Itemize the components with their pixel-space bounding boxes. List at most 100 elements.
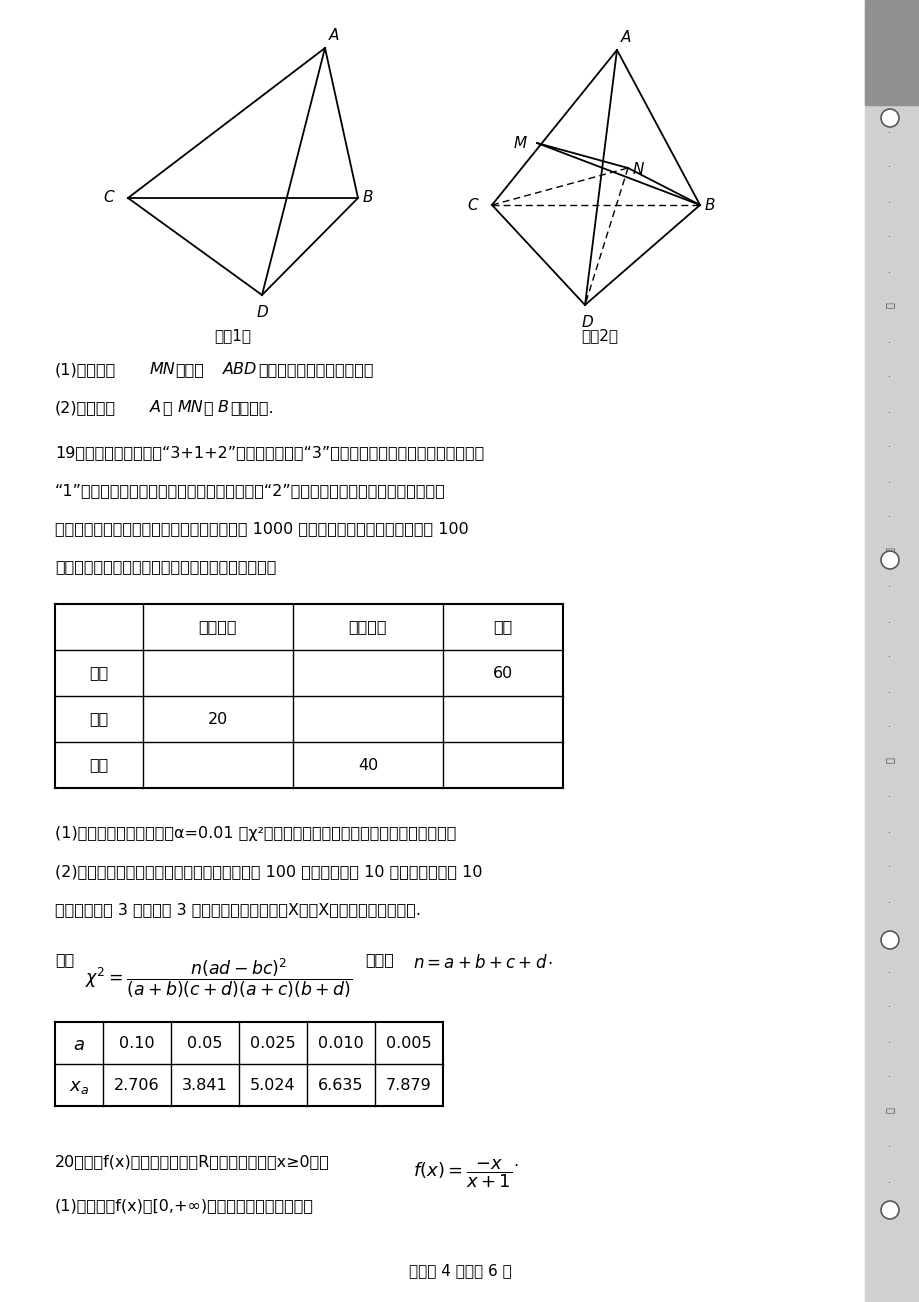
Circle shape (880, 551, 898, 569)
Text: 0.005: 0.005 (386, 1035, 431, 1051)
Text: $f(x)=\dfrac{-x}{x+1}$: $f(x)=\dfrac{-x}{x+1}$ (413, 1157, 512, 1190)
Text: (1)判断函数f(x)在[0,+∞)的单调性，并给出证明；: (1)判断函数f(x)在[0,+∞)的单调性，并给出证明； (55, 1198, 313, 1213)
Text: 20: 20 (208, 711, 228, 727)
Text: MN: MN (150, 362, 176, 378)
Text: MN: MN (177, 400, 203, 415)
Text: 女生: 女生 (89, 711, 108, 727)
Text: 0.010: 0.010 (318, 1035, 364, 1051)
Text: ·: · (884, 129, 894, 132)
Text: M: M (514, 135, 527, 151)
Text: 试卷第 4 页，共 6 页: 试卷第 4 页，共 6 页 (408, 1263, 511, 1279)
Text: ·: · (884, 513, 894, 517)
Text: ·: · (884, 793, 894, 797)
Text: ·: · (884, 689, 894, 691)
Text: 的正弦値.: 的正弦値. (230, 400, 273, 415)
Text: .: . (513, 1154, 517, 1169)
Text: ·: · (884, 409, 894, 411)
Text: C: C (467, 198, 478, 212)
Text: 附：: 附： (55, 952, 74, 967)
Circle shape (880, 931, 898, 949)
Text: ·: · (884, 268, 894, 272)
Text: (2)以选考科目为基准，按分层抽样的方式从这 100 名学生中抽取 10 人，然后再从这 10: (2)以选考科目为基准，按分层抽样的方式从这 100 名学生中抽取 10 人，然… (55, 865, 482, 879)
Text: 人中随机抽取 3 人，记这 3 人中选考历史的人数为X，求X的分布列及数学期望.: 人中随机抽取 3 人，记这 3 人中选考历史的人数为X，求X的分布列及数学期望. (55, 902, 421, 917)
Text: ·: · (884, 1143, 894, 1147)
Text: 6.635: 6.635 (318, 1078, 363, 1092)
Text: B: B (704, 198, 715, 212)
Text: 治四科中选考两科．某中学为了了解高一年级 1000 名学生的选科意向，随机抽取了 100: 治四科中选考两科．某中学为了了解高一年级 1000 名学生的选科意向，随机抽取了… (55, 521, 469, 536)
Text: D: D (581, 315, 592, 329)
Text: ·: · (884, 1039, 894, 1042)
Text: (1)补全上表，根据小概率α=0.01 的χ²独立性检验，能否认为选考物理与性别有关？: (1)补全上表，根据小概率α=0.01 的χ²独立性检验，能否认为选考物理与性别… (55, 825, 456, 841)
Text: $x_a$: $x_a$ (69, 1078, 89, 1096)
Text: 0.05: 0.05 (187, 1035, 222, 1051)
Text: 20．函数f(x)是定义在实数集R上的奇函数，当x≥0时，: 20．函数f(x)是定义在实数集R上的奇函数，当x≥0时， (55, 1154, 330, 1169)
Text: ·: · (884, 863, 894, 867)
Text: 証: 証 (884, 1107, 894, 1113)
Text: ·: · (884, 828, 894, 832)
Text: 共计: 共计 (493, 620, 512, 634)
Text: “1”指的是学生从物理和历史两科中选考一科；“2”指的是学生从化学、生物、地理和政: “1”指的是学生从物理和历史两科中选考一科；“2”指的是学生从化学、生物、地理和… (55, 483, 446, 497)
Text: .: . (547, 952, 551, 967)
Text: A: A (620, 30, 630, 46)
Text: ·: · (884, 583, 894, 586)
Text: －: － (162, 400, 172, 415)
Text: A: A (329, 29, 339, 43)
Text: ·: · (884, 969, 894, 971)
Text: D: D (255, 305, 267, 320)
Text: B: B (218, 400, 229, 415)
Text: 男生: 男生 (89, 665, 108, 681)
Text: 名学生，并统计了他们的选考意向，制成如下表格：: 名学生，并统计了他们的选考意向，制成如下表格： (55, 559, 276, 574)
Text: ·: · (884, 198, 894, 202)
Text: 3.841: 3.841 (182, 1078, 228, 1092)
Text: 订: 订 (884, 547, 894, 553)
Text: ·: · (884, 654, 894, 656)
Text: 7.879: 7.879 (386, 1078, 431, 1092)
Text: 0.025: 0.025 (250, 1035, 296, 1051)
Text: 图（2）: 图（2） (581, 328, 618, 342)
Text: ·: · (884, 1213, 894, 1216)
Text: 选考物理: 选考物理 (199, 620, 237, 634)
Text: 装: 装 (884, 756, 894, 763)
Bar (864, 0, 919, 1302)
Text: C: C (103, 190, 114, 206)
Text: A: A (150, 400, 161, 415)
Text: ·: · (884, 444, 894, 447)
Text: ·: · (884, 164, 894, 167)
Text: 图（1）: 图（1） (214, 328, 251, 342)
Text: 60: 60 (493, 665, 513, 681)
Text: ·: · (884, 479, 894, 482)
Text: 2.706: 2.706 (114, 1078, 160, 1092)
Text: ·: · (884, 898, 894, 901)
Text: N: N (632, 163, 643, 177)
Text: ·: · (884, 339, 894, 341)
Text: ·: · (884, 618, 894, 621)
Text: $n=a+b+c+d$: $n=a+b+c+d$ (413, 954, 547, 973)
Text: ·: · (884, 934, 894, 936)
Text: 与平面: 与平面 (175, 362, 204, 378)
Text: 的位置关系，并说明理由；: 的位置关系，并说明理由； (257, 362, 373, 378)
Text: 线: 线 (884, 302, 894, 309)
Bar (864, 0, 919, 105)
Text: B: B (363, 190, 373, 206)
Text: ABD: ABD (222, 362, 257, 378)
Text: 5.024: 5.024 (250, 1078, 296, 1092)
Circle shape (880, 1200, 898, 1219)
Text: 选考历史: 选考历史 (348, 620, 387, 634)
Text: 共计: 共计 (89, 758, 108, 772)
Circle shape (880, 109, 898, 128)
Text: ，其中: ，其中 (365, 952, 393, 967)
Text: (2)求二面角: (2)求二面角 (55, 400, 116, 415)
Text: ·: · (884, 724, 894, 727)
Text: －: － (203, 400, 212, 415)
Text: ·: · (884, 233, 894, 237)
Text: ·: · (884, 1074, 894, 1077)
Text: 19．高考改革，迎来了“3+1+2”的新高考模式．“3”指的是语文、数学、英语三科必考；: 19．高考改革，迎来了“3+1+2”的新高考模式．“3”指的是语文、数学、英语三… (55, 445, 483, 460)
Text: $a$: $a$ (73, 1036, 85, 1055)
Text: 0.10: 0.10 (119, 1035, 154, 1051)
Text: (1)判断直线: (1)判断直线 (55, 362, 116, 378)
Text: 40: 40 (357, 758, 378, 772)
Text: ·: · (884, 374, 894, 376)
Text: $\chi^2 = \dfrac{n(ad-bc)^2}{(a+b)(c+d)(a+c)(b+d)}$: $\chi^2 = \dfrac{n(ad-bc)^2}{(a+b)(c+d)(… (85, 956, 352, 1000)
Text: ·: · (884, 1178, 894, 1181)
Text: ·: · (884, 1004, 894, 1006)
